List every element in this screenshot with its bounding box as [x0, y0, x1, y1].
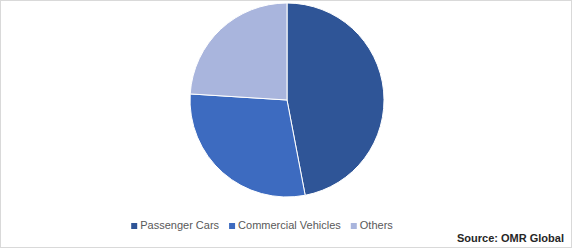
chart-border [1, 1, 572, 248]
legend-item: Others [351, 219, 394, 231]
legend-item: Commercial Vehicles [229, 219, 341, 231]
pie [190, 3, 384, 197]
source-note: Source: OMR Global [457, 232, 564, 244]
legend-swatch [131, 223, 137, 229]
chart: Passenger Cars Commercial Vehicles Others S… [0, 0, 572, 248]
legend-label: Passenger Cars [140, 219, 219, 231]
legend-label: Others [360, 219, 394, 231]
legend-swatch [351, 223, 357, 229]
legend-item: Passenger Cars [131, 219, 219, 231]
pie-slice [190, 94, 305, 197]
legend: Passenger Cars Commercial Vehicles Others [131, 219, 393, 231]
pie-slice [190, 3, 287, 100]
legend-label: Commercial Vehicles [238, 219, 341, 231]
pie-slice [287, 3, 384, 195]
legend-swatch [229, 223, 235, 229]
